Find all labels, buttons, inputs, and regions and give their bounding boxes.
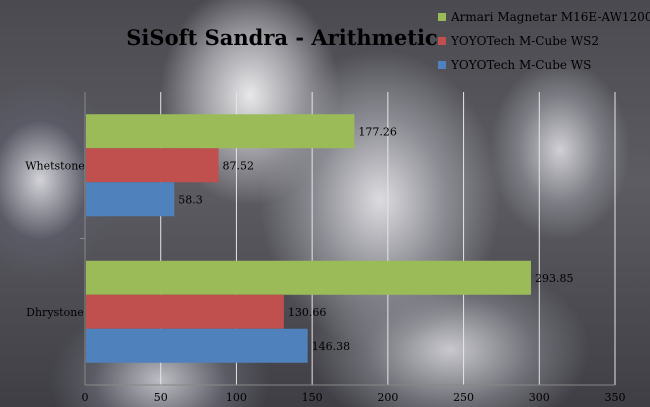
bar <box>86 294 284 329</box>
bar <box>86 148 219 183</box>
bars: 177.26 87.52 58.3 293.85 130.66 146.38 <box>86 114 573 363</box>
legend-entry: Armari Magnetar M16E-AW1200 <box>450 10 650 24</box>
legend-swatch <box>438 37 446 45</box>
x-tick-label: 0 <box>82 391 89 404</box>
legend-entry: YOYOTech M-Cube WS <box>450 58 591 72</box>
data-label: 293.85 <box>535 272 574 285</box>
x-tick-label: 50 <box>154 391 168 404</box>
category-label: Whetstone <box>25 159 85 172</box>
legend-swatch <box>438 13 446 21</box>
x-tick-label: 350 <box>605 391 626 404</box>
data-label: 130.66 <box>288 306 327 319</box>
chart-title: SiSoft Sandra - Arithmetic <box>126 25 437 50</box>
x-tick-label: 250 <box>453 391 474 404</box>
data-label: 87.52 <box>223 159 255 172</box>
x-tick-label: 200 <box>377 391 398 404</box>
data-label: 177.26 <box>358 125 397 138</box>
category-label: Dhrystone <box>26 306 84 319</box>
data-label: 146.38 <box>312 340 351 353</box>
bar <box>86 114 355 149</box>
legend-entry: YOYOTech M-Cube WS2 <box>450 34 599 48</box>
bar <box>86 328 308 363</box>
legend: Armari Magnetar M16E-AW1200 YOYOTech M-Cu… <box>438 10 650 72</box>
data-label: 58.3 <box>178 193 203 206</box>
x-tick-label: 100 <box>226 391 247 404</box>
axes: 0 50 100 150 200 250 300 350 Whetstone Dhrystone <box>25 92 626 404</box>
x-tick-label: 150 <box>302 391 323 404</box>
bar <box>86 260 531 295</box>
legend-swatch <box>438 61 446 69</box>
x-tick-label: 300 <box>529 391 550 404</box>
bar <box>86 182 175 217</box>
